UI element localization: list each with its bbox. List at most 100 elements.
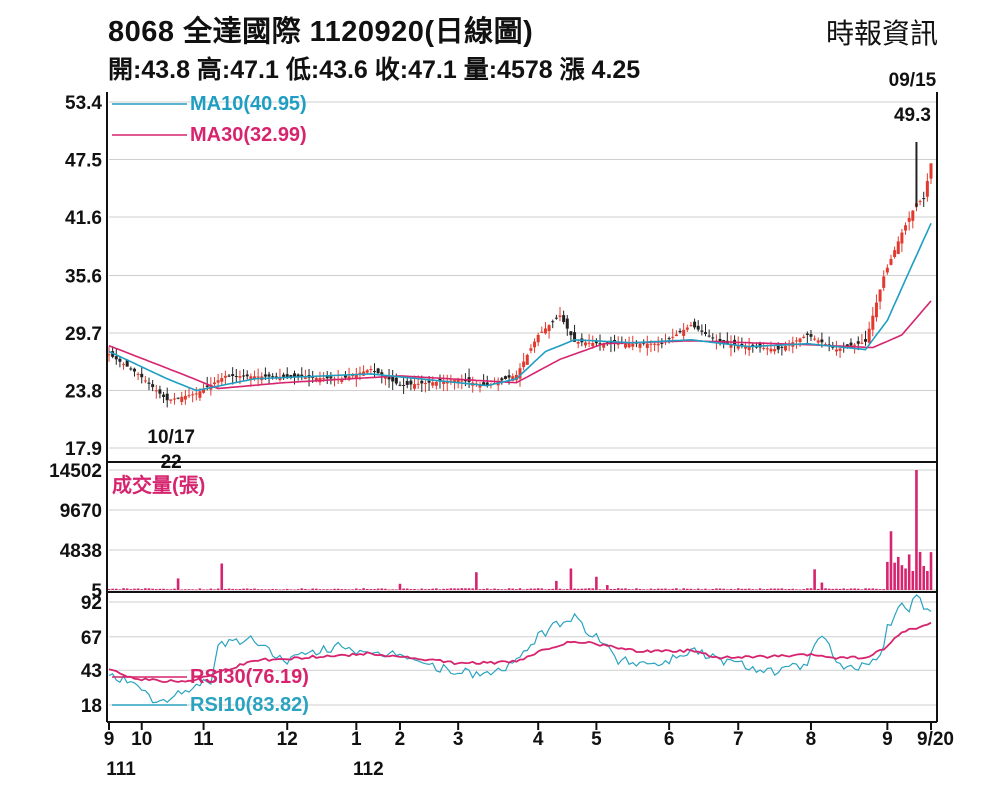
volume-bar xyxy=(922,566,926,590)
volume-bar xyxy=(209,588,213,590)
candle-body xyxy=(358,372,362,374)
volume-bar xyxy=(635,588,638,590)
volume-bar xyxy=(580,588,584,590)
volume-bar xyxy=(478,589,482,590)
volume-bar xyxy=(336,588,340,590)
candle-body xyxy=(922,198,926,200)
candle-body xyxy=(463,380,467,382)
volume-bar xyxy=(693,589,696,590)
volume-bar xyxy=(755,589,758,590)
price-tick-label: 23.8 xyxy=(65,381,102,402)
candle-body xyxy=(234,375,238,377)
candle-body xyxy=(482,382,486,385)
candle-body xyxy=(529,348,533,351)
volume-bar xyxy=(798,589,802,591)
month-tick-label: 11 xyxy=(194,729,215,750)
volume-bar xyxy=(180,589,184,591)
candle-body xyxy=(169,399,173,401)
candle-body xyxy=(838,348,842,351)
candle-body xyxy=(667,338,671,340)
volume-bar xyxy=(216,588,220,590)
candle-body xyxy=(707,335,711,337)
volume-bar xyxy=(420,588,424,590)
volume-bar xyxy=(573,588,576,590)
volume-bar xyxy=(402,588,405,590)
candle-body xyxy=(296,374,300,378)
volume-bar xyxy=(776,588,780,590)
candle-body xyxy=(434,381,438,386)
volume-bar xyxy=(576,588,580,590)
volume-bar xyxy=(482,588,485,590)
volume-bar xyxy=(915,470,918,590)
candle-body xyxy=(551,321,555,323)
candle-body xyxy=(540,331,544,333)
volume-bar xyxy=(504,589,507,590)
volume-bar xyxy=(293,589,296,591)
volume-bar xyxy=(904,568,907,590)
volume-bar xyxy=(194,589,198,591)
candle-body xyxy=(736,344,740,349)
candle-body xyxy=(678,330,682,333)
volume-bar xyxy=(333,588,336,590)
volume-bar xyxy=(413,589,416,590)
volume-bar xyxy=(122,588,125,590)
candle-body xyxy=(518,368,522,379)
volume-bar xyxy=(889,531,893,590)
year-tick-label: 111 xyxy=(106,759,136,780)
volume-bar xyxy=(362,588,365,590)
volume-bar xyxy=(726,589,729,590)
volume-bar xyxy=(584,588,587,590)
volume-bar xyxy=(238,589,242,590)
volume-bar xyxy=(806,588,809,590)
month-tick-label: 3 xyxy=(453,729,464,750)
volume-bar xyxy=(707,589,711,591)
price-tick-label: 17.9 xyxy=(65,439,102,460)
candle-body xyxy=(514,374,518,381)
volume-bar xyxy=(227,588,231,590)
candle-body xyxy=(162,394,166,397)
candle-body xyxy=(758,342,762,348)
volume-bar xyxy=(453,588,456,590)
candle-body xyxy=(485,382,489,386)
candle-body xyxy=(249,376,253,380)
volume-bar xyxy=(184,589,187,590)
month-tick-label: 10 xyxy=(131,729,152,750)
candle-body xyxy=(703,332,707,334)
candle-body xyxy=(176,397,180,399)
volume-bar xyxy=(325,589,329,590)
volume-bar xyxy=(544,589,547,590)
candle-body xyxy=(507,375,511,378)
volume-bar xyxy=(653,589,656,590)
volume-bar xyxy=(369,589,373,590)
volume-bar xyxy=(718,588,722,590)
volume-bar xyxy=(271,589,274,590)
volume-bar xyxy=(751,589,755,590)
volume-bar xyxy=(918,551,922,590)
volume-bar xyxy=(562,589,565,590)
candle-body xyxy=(543,328,547,334)
rsi30-line xyxy=(108,621,932,684)
volume-bar xyxy=(340,589,344,590)
volume-bar xyxy=(896,556,900,590)
volume-bar xyxy=(518,588,522,590)
volume-bar xyxy=(275,589,278,590)
candle-body xyxy=(598,343,602,345)
volume-bar xyxy=(704,588,707,590)
volume-bar xyxy=(827,588,831,590)
ma10-legend: MA10(40.95) xyxy=(190,93,307,115)
candle-body xyxy=(882,276,886,288)
candle-body xyxy=(794,340,798,342)
candle-body xyxy=(394,377,398,384)
month-tick-label: 8 xyxy=(806,729,817,750)
volume-bar xyxy=(245,588,249,590)
candle-body xyxy=(380,372,384,376)
volume-bar xyxy=(471,588,475,590)
candle-body xyxy=(587,342,591,344)
volume-bar xyxy=(816,588,820,590)
month-tick-label: 9 xyxy=(882,729,893,750)
volume-bar xyxy=(405,588,409,590)
volume-bar xyxy=(376,588,380,590)
volume-bars xyxy=(107,470,933,591)
volume-bar xyxy=(224,589,227,590)
candle-body xyxy=(802,336,806,338)
